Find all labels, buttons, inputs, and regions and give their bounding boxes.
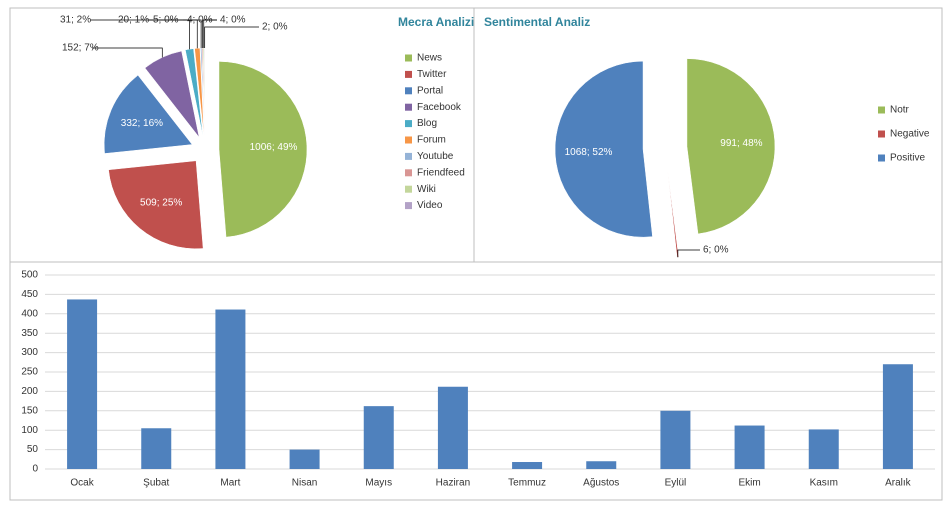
legend-swatch: [405, 169, 412, 177]
x-tick-label: Eylül: [665, 478, 687, 489]
legend-label: Video: [417, 200, 443, 211]
y-tick-label: 300: [21, 347, 38, 358]
x-tick-label: Haziran: [436, 478, 470, 489]
legend-swatch: [405, 54, 412, 62]
legend-swatch: [405, 152, 412, 160]
pie-slice: [185, 48, 204, 137]
data-label: 152; 7%: [62, 43, 99, 54]
y-tick-label: 0: [32, 464, 38, 475]
legend-swatch: [405, 120, 412, 128]
data-label: 509; 25%: [140, 197, 182, 208]
x-tick-label: Ağustos: [583, 478, 619, 489]
pie-slice: [686, 58, 776, 235]
y-tick-label: 450: [21, 289, 38, 300]
legend-label: Positive: [890, 153, 925, 164]
leader-line: [204, 26, 259, 49]
pie-slice: [218, 61, 308, 238]
legend-label: Friendfeed: [417, 167, 465, 178]
legend-label: Notr: [890, 105, 910, 116]
x-tick-label: Kasım: [810, 478, 838, 489]
x-tick-label: Şubat: [143, 478, 169, 489]
x-tick-label: Aralık: [885, 478, 912, 489]
x-tick-label: Nisan: [292, 478, 318, 489]
legend-label: Blog: [417, 118, 437, 129]
y-tick-label: 150: [21, 405, 38, 416]
legend-swatch: [405, 202, 412, 210]
data-label: 332; 16%: [121, 118, 163, 129]
y-tick-label: 500: [21, 270, 38, 281]
legend-swatch: [405, 185, 412, 193]
legend-label: Facebook: [417, 102, 462, 113]
bar: [141, 428, 172, 469]
leader-line: [677, 249, 700, 258]
leader-line: [203, 19, 217, 49]
y-tick-label: 50: [27, 444, 39, 455]
bar: [882, 364, 913, 469]
y-tick-label: 400: [21, 308, 38, 319]
legend-swatch: [878, 106, 885, 114]
y-tick-label: 100: [21, 425, 38, 436]
legend-label: Forum: [417, 135, 446, 146]
data-label: 4; 0%: [220, 15, 246, 26]
data-label: 1068; 52%: [565, 147, 613, 158]
leader-line: [183, 19, 202, 49]
data-label: 991; 48%: [720, 138, 762, 149]
bar: [363, 406, 394, 469]
legend-label: Youtube: [417, 151, 454, 162]
bar: [289, 449, 320, 469]
x-tick-label: Ocak: [70, 478, 94, 489]
x-tick-label: Temmuz: [508, 478, 546, 489]
bar: [660, 410, 691, 469]
legend-swatch: [878, 154, 885, 162]
bar: [215, 309, 246, 469]
legend-label: News: [417, 53, 442, 64]
bar: [586, 461, 617, 469]
pie-slice: [108, 160, 204, 250]
pie-slice: [667, 169, 679, 258]
x-tick-label: Mayıs: [365, 478, 392, 489]
legend-label: Negative: [890, 129, 930, 140]
pie-slice: [103, 74, 193, 154]
data-label: 31; 2%: [60, 15, 91, 26]
legend-swatch: [405, 87, 412, 95]
legend-label: Twitter: [417, 69, 447, 80]
x-tick-label: Ekim: [738, 478, 760, 489]
chart-title: Mecra Analizi: [398, 15, 474, 29]
y-tick-label: 350: [21, 328, 38, 339]
bar: [437, 386, 468, 469]
leader-line: [92, 47, 163, 58]
data-label: 2; 0%: [262, 22, 288, 33]
legend-label: Portal: [417, 85, 443, 96]
pie-slice: [554, 60, 653, 238]
bar: [512, 462, 543, 469]
bar: [67, 299, 98, 469]
legend-swatch: [405, 136, 412, 144]
bar: [808, 429, 839, 469]
y-tick-label: 250: [21, 367, 38, 378]
data-label: 6; 0%: [703, 245, 729, 256]
data-label: 4; 0%: [187, 15, 213, 26]
y-tick-label: 200: [21, 386, 38, 397]
legend-swatch: [878, 130, 885, 138]
x-tick-label: Mart: [220, 478, 240, 489]
legend-label: Wiki: [417, 184, 436, 195]
legend-swatch: [405, 103, 412, 111]
data-label: 20; 1%: [118, 15, 149, 26]
chart-title: Sentimental Analiz: [484, 15, 590, 29]
bar: [734, 425, 765, 469]
data-label: 5; 0%: [153, 15, 179, 26]
data-label: 1006; 49%: [250, 142, 298, 153]
legend-swatch: [405, 70, 412, 78]
